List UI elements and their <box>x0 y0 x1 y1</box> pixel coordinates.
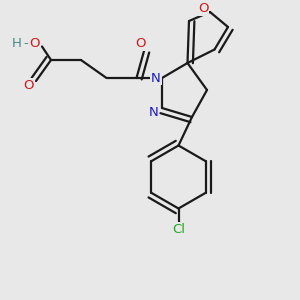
Text: N: N <box>149 106 158 119</box>
Text: O: O <box>29 37 40 50</box>
Text: O: O <box>198 2 209 16</box>
Text: -: - <box>24 37 28 50</box>
Text: O: O <box>136 37 146 50</box>
Text: H: H <box>12 37 21 50</box>
Text: Cl: Cl <box>172 223 185 236</box>
Text: N: N <box>151 71 161 85</box>
Text: O: O <box>23 79 34 92</box>
